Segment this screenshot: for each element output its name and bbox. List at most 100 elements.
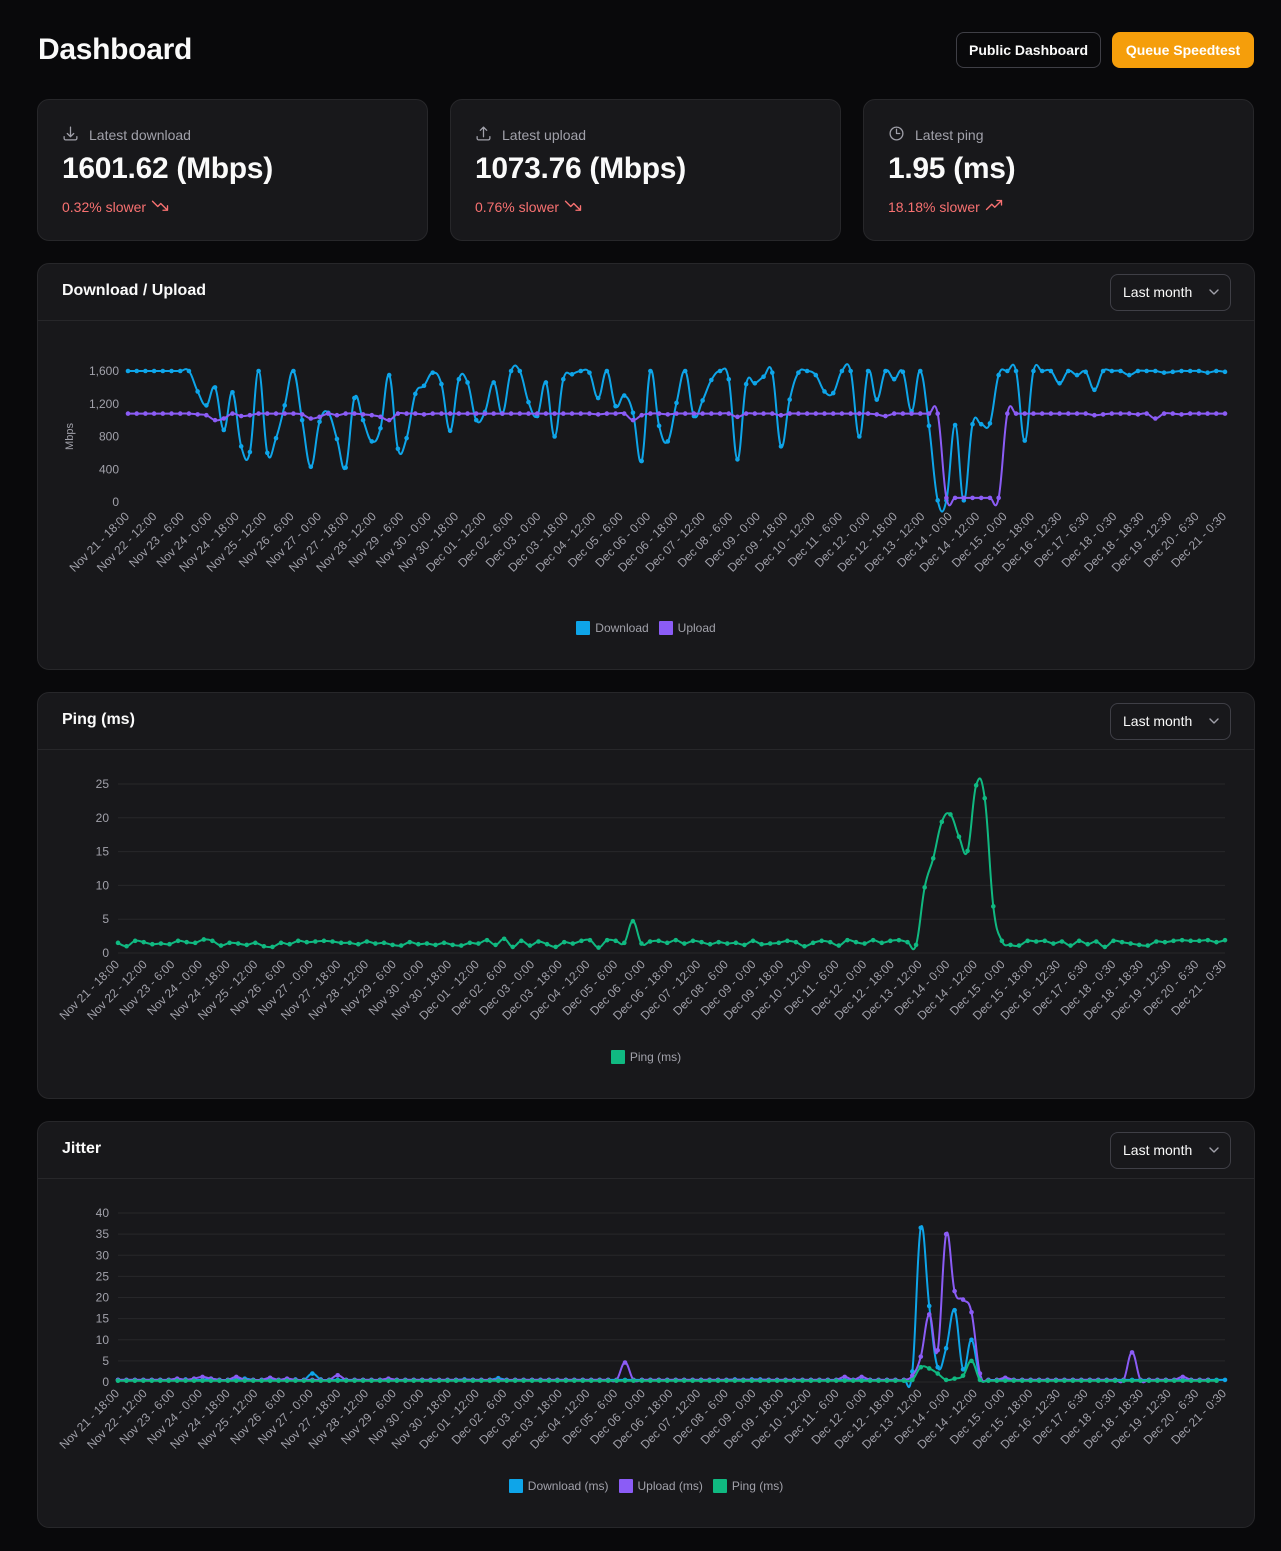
data-point[interactable] (291, 411, 296, 416)
data-point[interactable] (787, 411, 792, 416)
data-point[interactable] (900, 369, 906, 375)
data-point[interactable] (1045, 1378, 1050, 1384)
data-point[interactable] (293, 1378, 298, 1384)
data-point[interactable] (141, 1378, 146, 1384)
data-point[interactable] (519, 938, 524, 944)
data-point[interactable] (403, 1378, 408, 1384)
data-point[interactable] (1019, 1378, 1025, 1384)
data-point[interactable] (630, 417, 636, 423)
data-point[interactable] (265, 450, 270, 456)
data-point[interactable] (484, 937, 490, 943)
data-point[interactable] (343, 411, 348, 416)
data-point[interactable] (896, 937, 902, 943)
data-point[interactable] (235, 941, 241, 946)
data-point[interactable] (491, 380, 496, 385)
data-point[interactable] (884, 1378, 890, 1384)
data-point[interactable] (1222, 369, 1228, 375)
data-point[interactable] (700, 398, 705, 403)
data-point[interactable] (115, 1378, 121, 1384)
data-point[interactable] (1129, 1350, 1135, 1355)
data-point[interactable] (639, 941, 644, 946)
data-point[interactable] (1087, 1378, 1093, 1384)
data-point[interactable] (355, 941, 361, 947)
data-point[interactable] (682, 411, 688, 416)
data-point[interactable] (1059, 939, 1065, 944)
data-point[interactable] (150, 941, 155, 947)
data-point[interactable] (1031, 368, 1036, 374)
data-point[interactable] (800, 1378, 805, 1384)
data-point[interactable] (256, 411, 261, 416)
data-point[interactable] (1187, 411, 1193, 416)
data-point[interactable] (273, 411, 279, 416)
data-point[interactable] (132, 1378, 138, 1384)
data-point[interactable] (879, 940, 885, 946)
data-point[interactable] (416, 941, 421, 947)
data-point[interactable] (827, 939, 833, 945)
data-point[interactable] (386, 417, 392, 423)
data-point[interactable] (218, 943, 224, 948)
data-point[interactable] (956, 834, 962, 840)
data-point[interactable] (465, 380, 470, 385)
data-point[interactable] (527, 943, 533, 948)
data-point[interactable] (819, 938, 824, 944)
data-point[interactable] (579, 938, 584, 944)
data-point[interactable] (1179, 368, 1184, 374)
data-point[interactable] (125, 368, 131, 374)
data-point[interactable] (859, 1374, 864, 1380)
data-point[interactable] (1146, 1378, 1152, 1384)
data-point[interactable] (1109, 411, 1115, 416)
data-point[interactable] (352, 395, 357, 401)
data-point[interactable] (778, 412, 784, 418)
data-point[interactable] (555, 1378, 560, 1384)
data-point[interactable] (943, 1231, 949, 1237)
data-point[interactable] (1092, 387, 1097, 393)
data-point[interactable] (825, 1378, 831, 1384)
data-point[interactable] (1222, 937, 1228, 943)
data-point[interactable] (848, 411, 853, 416)
data-point[interactable] (839, 368, 845, 374)
data-point[interactable] (377, 1378, 383, 1384)
data-point[interactable] (673, 1378, 679, 1384)
data-point[interactable] (999, 938, 1005, 944)
data-point[interactable] (1083, 411, 1088, 416)
data-point[interactable] (969, 1337, 974, 1343)
data-point[interactable] (160, 368, 166, 374)
data-point[interactable] (230, 411, 235, 416)
data-point[interactable] (750, 938, 756, 944)
data-point[interactable] (808, 1378, 814, 1384)
data-point[interactable] (604, 411, 610, 416)
data-point[interactable] (413, 411, 418, 416)
data-point[interactable] (682, 941, 687, 946)
data-point[interactable] (1153, 416, 1158, 421)
data-point[interactable] (394, 1378, 400, 1384)
data-point[interactable] (227, 940, 232, 946)
data-point[interactable] (656, 423, 662, 429)
data-point[interactable] (1112, 1378, 1118, 1384)
data-point[interactable] (893, 1378, 898, 1384)
public-dashboard-button[interactable]: Public Dashboard (956, 32, 1101, 68)
data-point[interactable] (572, 1378, 577, 1384)
data-point[interactable] (200, 1378, 205, 1384)
data-point[interactable] (1065, 368, 1071, 374)
data-point[interactable] (253, 940, 258, 946)
data-point[interactable] (158, 941, 164, 946)
data-point[interactable] (1005, 411, 1010, 416)
data-point[interactable] (918, 1225, 924, 1231)
data-point[interactable] (996, 495, 1001, 501)
data-point[interactable] (639, 412, 644, 418)
data-point[interactable] (517, 368, 523, 374)
data-point[interactable] (970, 495, 975, 501)
data-point[interactable] (563, 1378, 569, 1384)
data-point[interactable] (534, 411, 540, 416)
data-point[interactable] (613, 411, 618, 416)
data-point[interactable] (726, 411, 732, 416)
data-point[interactable] (910, 1373, 915, 1378)
data-point[interactable] (1074, 372, 1080, 378)
data-point[interactable] (313, 939, 318, 944)
data-point[interactable] (673, 937, 679, 943)
data-point[interactable] (732, 1378, 738, 1384)
data-point[interactable] (360, 417, 366, 423)
data-point[interactable] (766, 1378, 771, 1384)
data-point[interactable] (865, 368, 871, 374)
legend-item[interactable]: Download (ms) (508, 1479, 609, 1493)
